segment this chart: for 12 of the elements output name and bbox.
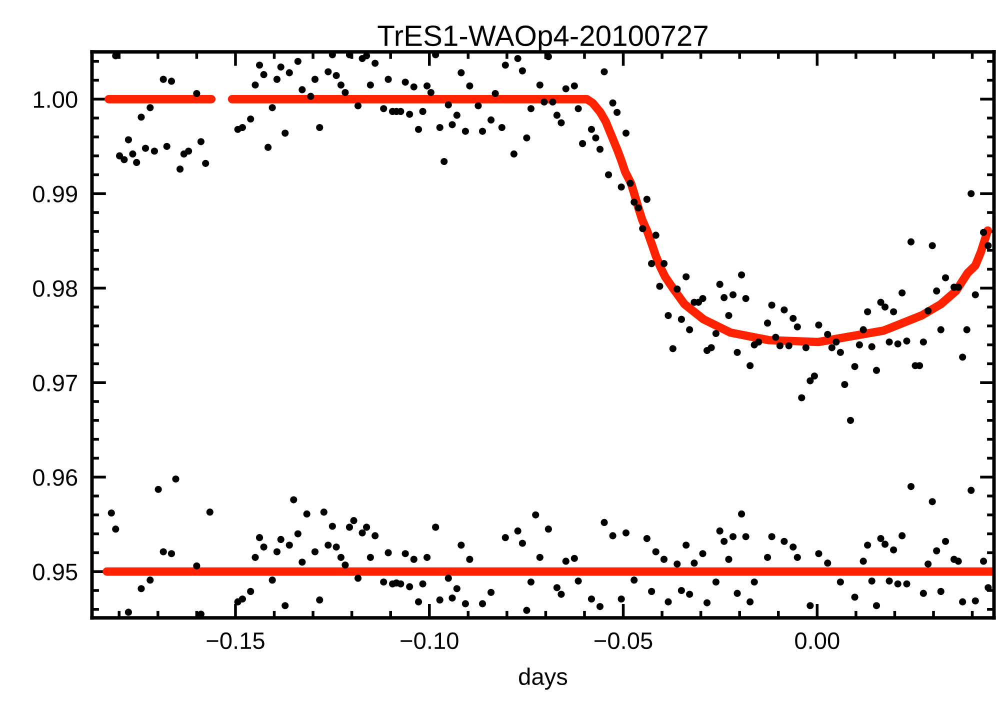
y-tick-label: 0.99 — [33, 186, 77, 202]
y-tick-label: 0.95 — [33, 564, 78, 580]
y-tick-label: 0.96 — [33, 469, 78, 486]
y-tick-label: 1.00 — [34, 91, 78, 108]
x-tick-label: −0.15 — [206, 632, 264, 650]
x-tick-label: −0.05 — [594, 632, 652, 650]
y-tick-label: 0.97 — [33, 374, 77, 392]
x-axis-title: days — [519, 668, 568, 690]
chart-title: TrES1-WAOp4-20100727 — [378, 25, 708, 52]
x-tick-label: 0.00 — [795, 632, 840, 650]
x-tick-label: −0.10 — [400, 632, 458, 650]
y-tick-label: 0.98 — [33, 280, 78, 297]
